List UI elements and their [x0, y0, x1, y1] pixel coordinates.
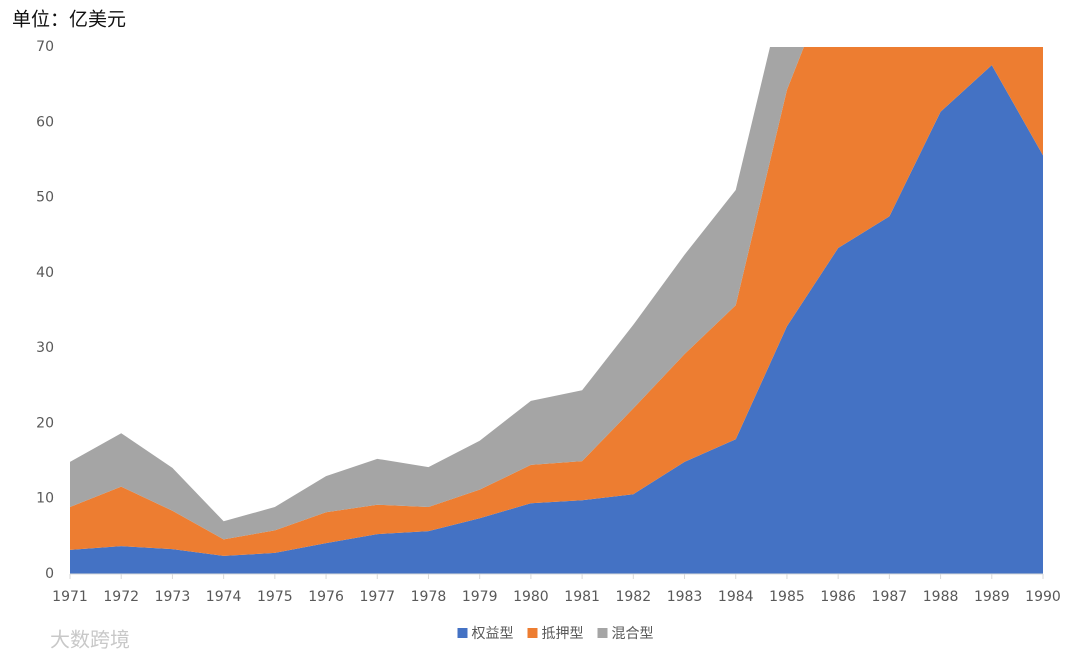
legend-swatch: [597, 628, 608, 638]
legend-label: 权益型: [472, 626, 514, 642]
watermark: 大数跨境: [50, 628, 130, 652]
y-tick-label: 10: [36, 491, 54, 507]
area: [70, 47, 804, 540]
x-tick-label: 1977: [359, 589, 395, 605]
legend-swatch: [527, 628, 538, 638]
plot-area: [70, 47, 1043, 574]
x-tick-label: 1972: [103, 589, 139, 605]
legend-label: 抵押型: [542, 626, 584, 642]
y-tick-label: 50: [36, 190, 54, 206]
legend-label: 混合型: [612, 626, 654, 642]
x-tick-label: 1978: [411, 589, 447, 605]
x-tick-label: 1973: [155, 589, 191, 605]
y-tick-label: 20: [36, 415, 54, 431]
x-tick-label: 1971: [52, 589, 88, 605]
x-tick-label: 1976: [308, 589, 344, 605]
legend-swatch: [457, 628, 468, 638]
y-tick-label: 0: [45, 566, 54, 582]
x-tick-label: 1975: [257, 589, 293, 605]
x-tick-label: 1981: [564, 589, 600, 605]
x-tick-label: 1990: [1025, 589, 1061, 605]
x-tick-label: 1984: [718, 589, 754, 605]
y-tick-label: 40: [36, 265, 54, 281]
x-tick-label: 1989: [974, 589, 1010, 605]
x-tick-label: 1985: [769, 589, 805, 605]
x-tick-label: 1988: [923, 589, 959, 605]
area: [70, 65, 1043, 574]
y-tick-label: 30: [36, 340, 54, 356]
x-tick-label: 1983: [667, 589, 703, 605]
x-tick-label: 1980: [513, 589, 549, 605]
y-tick-label: 70: [36, 39, 54, 55]
x-tick-label: 1982: [615, 589, 651, 605]
legend: 权益型 抵押型 混合型: [457, 626, 654, 642]
x-tick-label: 1979: [462, 589, 498, 605]
x-tick-label: 1987: [872, 589, 908, 605]
y-tick-label: 60: [36, 114, 54, 130]
x-tick-label: 1986: [820, 589, 856, 605]
x-tick-label: 1974: [206, 589, 242, 605]
chart-title: 单位：亿美元: [12, 9, 126, 31]
area: [70, 47, 1043, 556]
